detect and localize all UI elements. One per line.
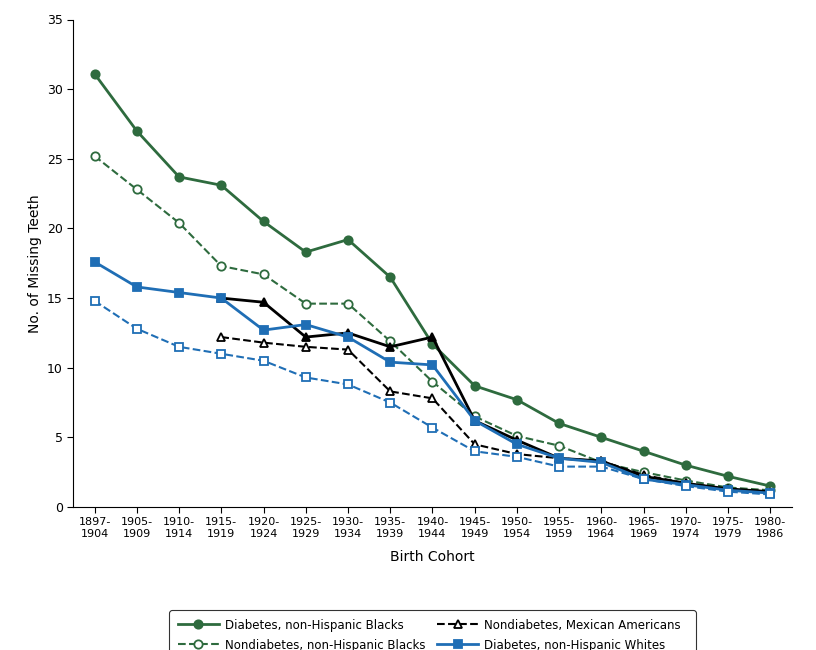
Legend: Diabetes, non-Hispanic Blacks, Nondiabetes, non-Hispanic Blacks, Diabetes, Mexic: Diabetes, non-Hispanic Blacks, Nondiabet… xyxy=(170,610,695,650)
X-axis label: Birth Cohort: Birth Cohort xyxy=(390,550,475,564)
Y-axis label: No. of Missing Teeth: No. of Missing Teeth xyxy=(28,194,42,333)
